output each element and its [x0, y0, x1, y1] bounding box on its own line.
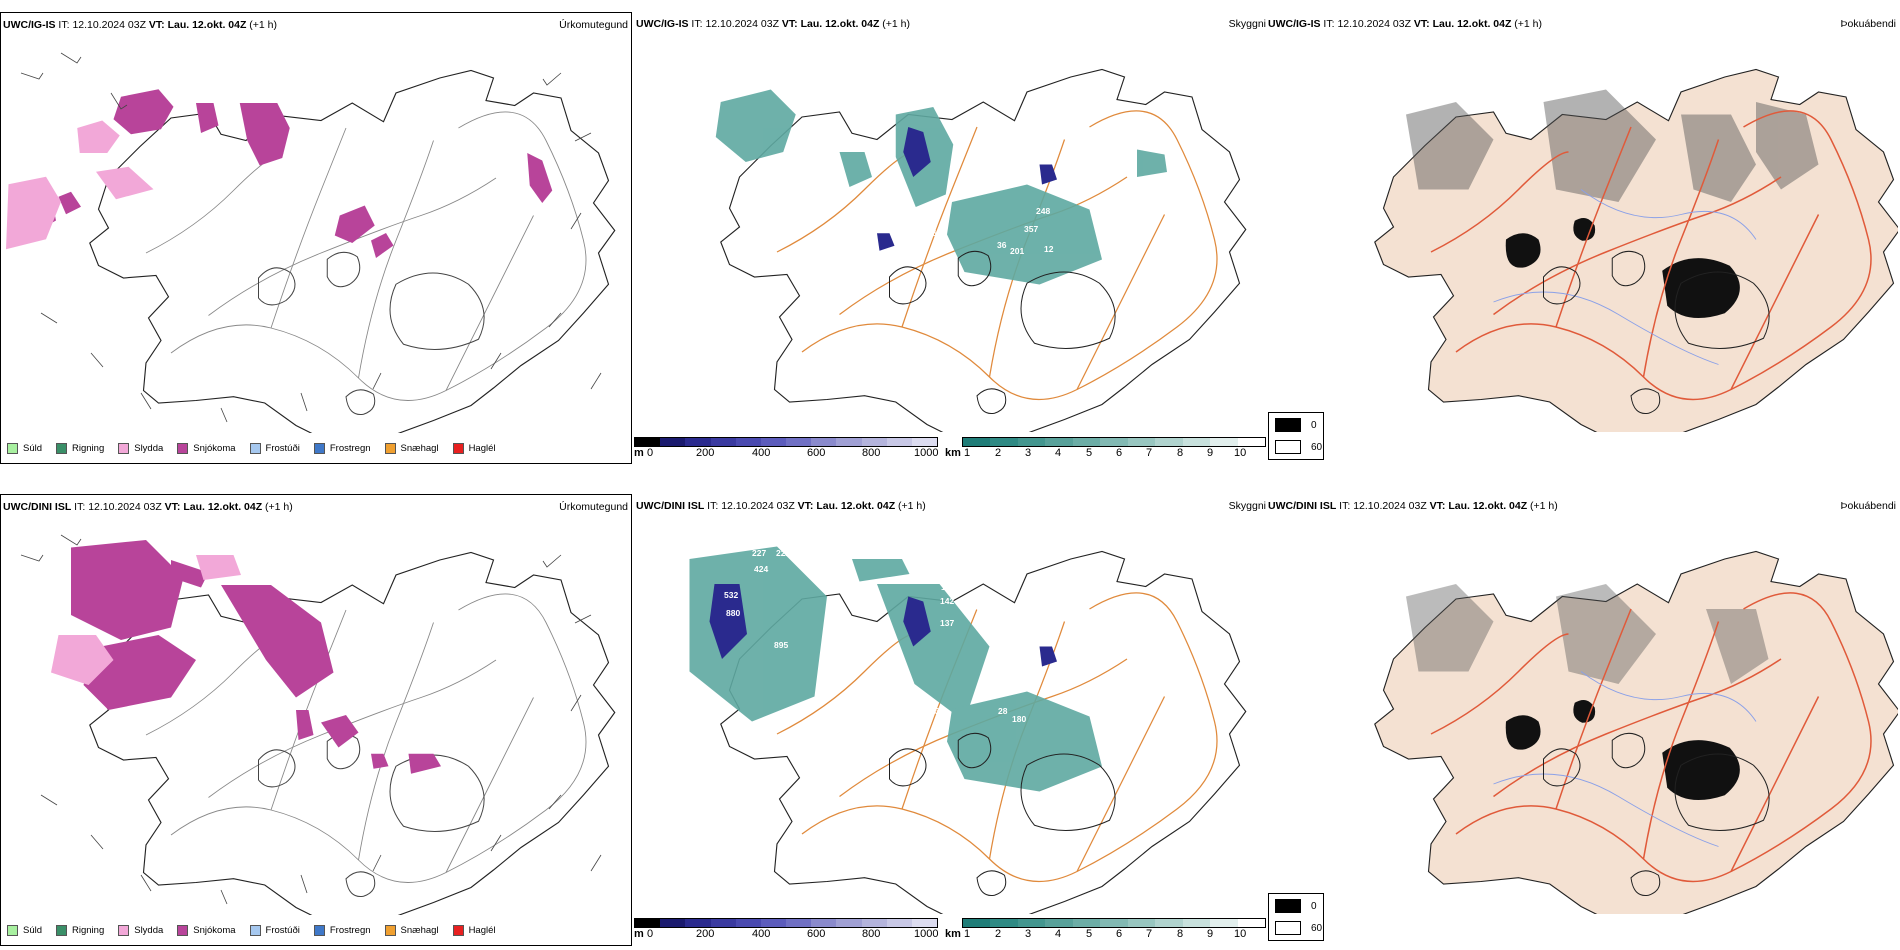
height-label: 137 — [940, 618, 954, 628]
height-label: 1 — [952, 100, 957, 110]
precip-type-panel-top: UWC/IG-IS IT: 12.10.2024 03Z VT: Lau. 12… — [0, 12, 632, 464]
panel-title: UWC/DINI ISL IT: 12.10.2024 03Z VT: Lau.… — [3, 501, 293, 513]
legend-item: Snjókoma — [177, 443, 236, 454]
wind-barbs — [20, 534, 602, 905]
height-ticks: m 0 200 400 600 800 1000 — [634, 447, 939, 459]
legend-item: Súld — [7, 443, 42, 454]
visibility-map: 303 1 168 158 155 190 357 201 12 36 248 … — [715, 68, 1247, 432]
field-name: Skyggni — [1228, 18, 1266, 30]
fog-legend: 0 60 — [1268, 893, 1324, 941]
precip-legend: Súld Rigning Slydda Snjókoma Frostúði Fr… — [7, 443, 496, 454]
visibility-colorbar — [962, 918, 1266, 928]
legend-item: Súld — [7, 925, 42, 936]
height-label: 155 — [1090, 138, 1104, 148]
height-label: 190 — [764, 76, 778, 86]
panel-title: UWC/DINI ISL IT: 12.10.2024 03Z VT: Lau.… — [1268, 500, 1558, 512]
field-name: Úrkomutegund — [559, 501, 628, 513]
visibility-panel-bottom: UWC/DINI ISL IT: 12.10.2024 03Z VT: Lau.… — [634, 494, 1266, 946]
field-name: Þokuábendi — [1840, 500, 1896, 512]
visibility-ticks: km 1 2 3 4 5 6 7 8 9 10 — [945, 447, 1247, 459]
height-label: 248 — [1036, 206, 1050, 216]
height-label: 303 — [957, 86, 971, 96]
panel-title: UWC/IG-IS IT: 12.10.2024 03Z VT: Lau. 12… — [636, 18, 911, 30]
height-label: 419 — [1096, 730, 1110, 740]
height-label: 566 — [966, 602, 980, 612]
fog-legend: 0 60 — [1268, 412, 1324, 460]
legend-item: Frostúði — [249, 443, 300, 454]
visibility-colorbar — [962, 437, 1266, 447]
height-label: 168 — [946, 122, 960, 132]
field-name: Skyggni — [1228, 500, 1266, 512]
height-label: 357 — [1024, 224, 1038, 234]
legend-item: Snæhagl — [384, 443, 439, 454]
precip-map — [20, 534, 616, 915]
height-label: 142 — [940, 596, 954, 606]
legend-item: Haglél — [452, 443, 496, 454]
legend-item: Frostúði — [249, 925, 300, 936]
height-label: 68 — [932, 228, 942, 238]
legend-item: Snjókoma — [177, 925, 236, 936]
height-label: 222 — [776, 548, 790, 558]
legend-item: Slydda — [118, 925, 163, 936]
height-colorbar — [634, 918, 938, 928]
height-label: 180 — [1012, 714, 1026, 724]
height-label: 235 — [930, 706, 944, 716]
height-label: 201 — [1010, 246, 1024, 256]
height-label: 424 — [754, 564, 768, 574]
height-label: 36 — [997, 240, 1007, 250]
height-label: 158 — [1090, 126, 1104, 136]
height-label: 476 — [1097, 264, 1111, 274]
legend-item: Snæhagl — [384, 925, 439, 936]
fog-map — [1374, 550, 1898, 914]
panel-title: UWC/DINI ISL IT: 12.10.2024 03Z VT: Lau.… — [636, 500, 926, 512]
height-label: 532 — [724, 590, 738, 600]
height-label: 140 — [1094, 604, 1108, 614]
legend-item: Frostregn — [313, 925, 371, 936]
height-colorbar — [634, 437, 938, 447]
wind-barbs — [20, 52, 602, 423]
panel-title: UWC/IG-IS IT: 12.10.2024 03Z VT: Lau. 12… — [1268, 18, 1543, 30]
field-name: Þokuábendi — [1840, 18, 1896, 30]
height-label: 880 — [726, 608, 740, 618]
legend-item: Slydda — [118, 443, 163, 454]
visibility-map: 227 222 424 532 880 117 142 566 137 84 1… — [689, 546, 1247, 914]
fog-map — [1374, 68, 1898, 432]
legend-item: Rigning — [56, 925, 104, 936]
height-label: 895 — [774, 640, 788, 650]
visibility-ticks: km 1 2 3 4 5 6 7 8 9 10 — [945, 928, 1247, 940]
height-ticks: m 0 200 400 600 800 1000 — [634, 928, 939, 940]
legend-item: Frostregn — [313, 443, 371, 454]
visibility-panel-top: UWC/IG-IS IT: 12.10.2024 03Z VT: Lau. 12… — [634, 12, 1266, 464]
height-label: 84 — [1090, 590, 1100, 600]
precip-type-panel-bottom: UWC/DINI ISL IT: 12.10.2024 03Z VT: Lau.… — [0, 494, 632, 946]
precip-map — [6, 52, 616, 433]
fog-panel-bottom: UWC/DINI ISL IT: 12.10.2024 03Z VT: Lau.… — [1266, 494, 1898, 946]
height-label: 28 — [998, 706, 1008, 716]
height-label: 227 — [752, 548, 766, 558]
panel-title: UWC/IG-IS IT: 12.10.2024 03Z VT: Lau. 12… — [3, 19, 278, 31]
legend-item: Rigning — [56, 443, 104, 454]
legend-item: Haglél — [452, 925, 496, 936]
field-name: Úrkomutegund — [559, 19, 628, 31]
height-label: 12 — [1044, 244, 1054, 254]
fog-panel-top: UWC/IG-IS IT: 12.10.2024 03Z VT: Lau. 12… — [1266, 12, 1898, 464]
precip-legend: Súld Rigning Slydda Snjókoma Frostúði Fr… — [7, 925, 496, 936]
height-label: 117 — [941, 582, 955, 592]
